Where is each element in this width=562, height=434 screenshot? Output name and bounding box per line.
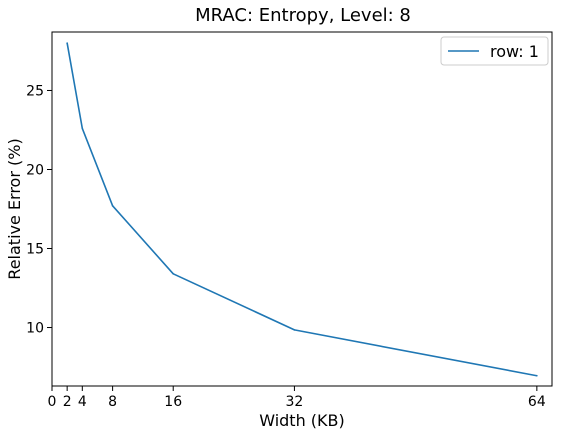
x-tick-label: 0 (48, 394, 57, 410)
legend-entry-row-1: row: 1 (490, 42, 539, 61)
data-point (81, 127, 84, 130)
plot-frame (51, 31, 553, 387)
x-tick-label: 64 (528, 394, 546, 410)
x-axis: 0 2 4 8 16 32 64 (48, 386, 546, 410)
series-layer (66, 42, 538, 377)
legend: row: 1 (440, 36, 549, 66)
y-tick-label: 25 (26, 83, 44, 99)
data-point (293, 329, 296, 331)
y-tick-label: 15 (26, 242, 44, 258)
data-point (66, 42, 68, 44)
y-axis: 10 15 20 25 (26, 83, 52, 337)
data-point (536, 374, 538, 377)
x-tick-label: 2 (63, 394, 72, 410)
data-point (111, 205, 114, 207)
data-point (172, 272, 175, 275)
y-tick-label: 10 (26, 321, 44, 337)
y-axis-label: Relative Error (%) (5, 138, 24, 279)
series-line-1 (66, 42, 537, 377)
y-tick-label: 20 (26, 162, 44, 178)
x-tick-label: 32 (286, 394, 304, 410)
chart-title: MRAC: Entropy, Level: 8 (195, 5, 411, 26)
x-tick-label: 16 (164, 394, 182, 410)
x-axis-label: Width (KB) (259, 411, 345, 430)
x-tick-label: 4 (78, 394, 87, 410)
x-tick-label: 8 (108, 394, 117, 410)
legend-box (440, 36, 549, 66)
